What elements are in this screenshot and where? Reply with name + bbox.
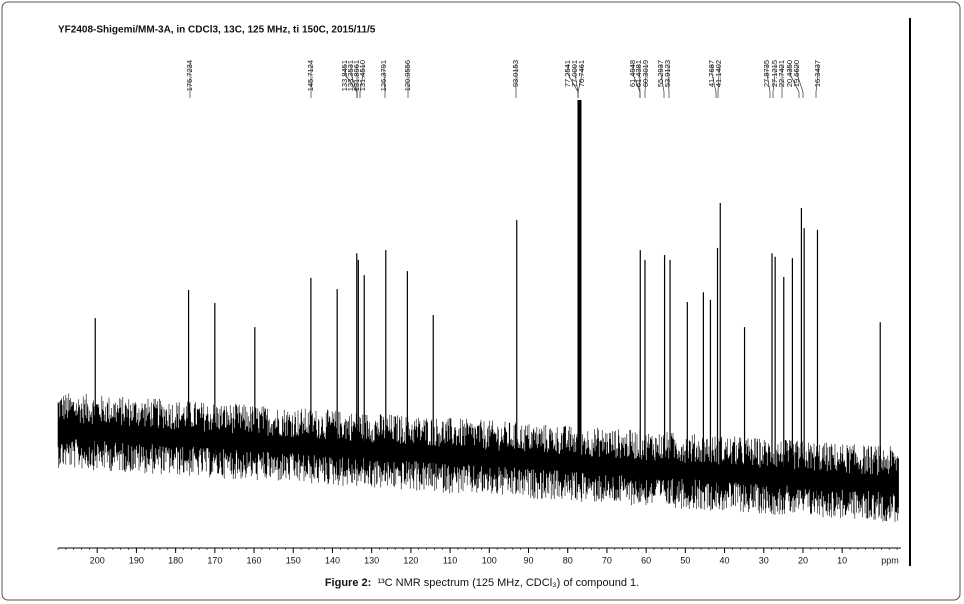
- peak-label-group: 93.0153: [511, 60, 520, 98]
- spectrum-title: YF2408-Shigemi/MM-3A, in CDCl3, 13C, 125…: [58, 25, 376, 36]
- x-tick-label: 190: [129, 555, 144, 565]
- x-tick-label: 160: [247, 555, 262, 565]
- peak-label-group: 120.9556: [403, 60, 412, 98]
- peak-label-group: 145.7124: [306, 60, 315, 98]
- peak-label-group: 41.1402: [714, 60, 723, 98]
- x-tick-label: 30: [759, 555, 769, 565]
- leader-line: [644, 64, 647, 98]
- leader-line: [711, 64, 717, 98]
- leader-line: [772, 64, 776, 98]
- peak-label: 76.7461: [577, 60, 586, 87]
- peak-label-group: 19.6620: [792, 60, 804, 98]
- x-tick-label: 20: [798, 555, 808, 565]
- x-tick-label: 10: [837, 555, 847, 565]
- peak-label-group: 41.7687: [707, 60, 717, 98]
- peak-label-group: 53.9123: [663, 60, 672, 98]
- peak-label: 126.3791: [379, 60, 388, 91]
- leader-line: [667, 64, 670, 98]
- x-tick-label: 60: [641, 555, 651, 565]
- peak-label-group: 126.3791: [379, 60, 388, 98]
- x-tick-label: 110: [443, 555, 457, 565]
- peak-label-group: 131.8961: [352, 60, 361, 98]
- peak-label: 19.6620: [792, 60, 801, 87]
- caption-text: ¹³C NMR spectrum (125 MHz, CDCl₃) of com…: [377, 577, 639, 589]
- leader-line: [717, 64, 720, 98]
- x-tick-label: 100: [482, 555, 497, 565]
- peak-label: 120.9556: [403, 60, 412, 91]
- x-tick-label: 50: [680, 555, 690, 565]
- x-tick-label: 150: [286, 555, 301, 565]
- peak-label: 145.7124: [306, 60, 315, 91]
- peak-label: 41.1402: [714, 60, 723, 87]
- leader-line: [796, 64, 804, 98]
- peak-label: 176.7234: [185, 60, 194, 91]
- x-tick-label: 40: [720, 555, 730, 565]
- peak-label: 77.2541: [563, 60, 572, 87]
- peak-label: 22.7421: [777, 60, 786, 87]
- x-tick-label: 170: [207, 555, 222, 565]
- caption-label: Figure 2:: [325, 577, 371, 589]
- peak-label-group: 27.1215: [770, 60, 779, 98]
- peak-label: 133.8451: [340, 60, 349, 91]
- peak-label-group: 27.8735: [762, 60, 771, 98]
- peak-label: 27.1215: [770, 60, 779, 87]
- peak-label-group: 76.7461: [577, 60, 586, 98]
- leader-line: [815, 64, 819, 98]
- leader-line: [383, 64, 386, 98]
- x-tick-label: 200: [90, 555, 105, 565]
- peak-label-group: 20.4350: [785, 60, 800, 98]
- x-tick-label: 140: [325, 555, 340, 565]
- peak-label: 133.3531: [346, 60, 355, 91]
- peak-label: 61.4381: [634, 60, 643, 87]
- peak-label: 93.0153: [511, 60, 520, 87]
- leader-line: [660, 64, 665, 98]
- peak-label: 131.8961: [352, 60, 361, 91]
- peak-label: 61.4948: [628, 60, 637, 87]
- x-tick-label: 90: [524, 555, 534, 565]
- peak-label: 77.0001: [570, 60, 579, 87]
- x-tick-label: 80: [563, 555, 573, 565]
- peak-label-group: 16.3437: [813, 60, 822, 98]
- baseline-noise: [57, 393, 899, 522]
- x-tick-label: 130: [364, 555, 379, 565]
- peak-label: 55.2937: [656, 60, 665, 87]
- peak-label: 60.3019: [641, 60, 650, 87]
- peak-label-group: 61.4381: [634, 60, 643, 98]
- x-axis-label: ppm: [881, 555, 899, 565]
- peak-label: 53.9123: [663, 60, 672, 87]
- x-tick-label: 70: [602, 555, 612, 565]
- x-tick-label: 180: [168, 555, 183, 565]
- x-tick-label: 120: [403, 555, 418, 565]
- peak-label-group: 131.4510: [358, 60, 367, 98]
- peak-label-group: 22.7421: [777, 60, 786, 98]
- caption: Figure 2: ¹³C NMR spectrum (125 MHz, CDC…: [325, 577, 639, 589]
- leader-line: [789, 64, 800, 98]
- peak-label: 20.4350: [785, 60, 794, 87]
- peak-label: 27.8735: [762, 60, 771, 87]
- peak-label: 41.7687: [707, 60, 716, 87]
- leader-line: [766, 64, 771, 98]
- leader-line: [638, 64, 641, 98]
- peak-label: 16.3437: [813, 60, 822, 87]
- peak-label-group: 55.2937: [656, 60, 665, 98]
- leader-line: [359, 64, 364, 98]
- leader-line: [577, 64, 583, 98]
- peak-label-group: 60.3019: [641, 60, 650, 98]
- peak-label-group: 176.7234: [185, 60, 194, 98]
